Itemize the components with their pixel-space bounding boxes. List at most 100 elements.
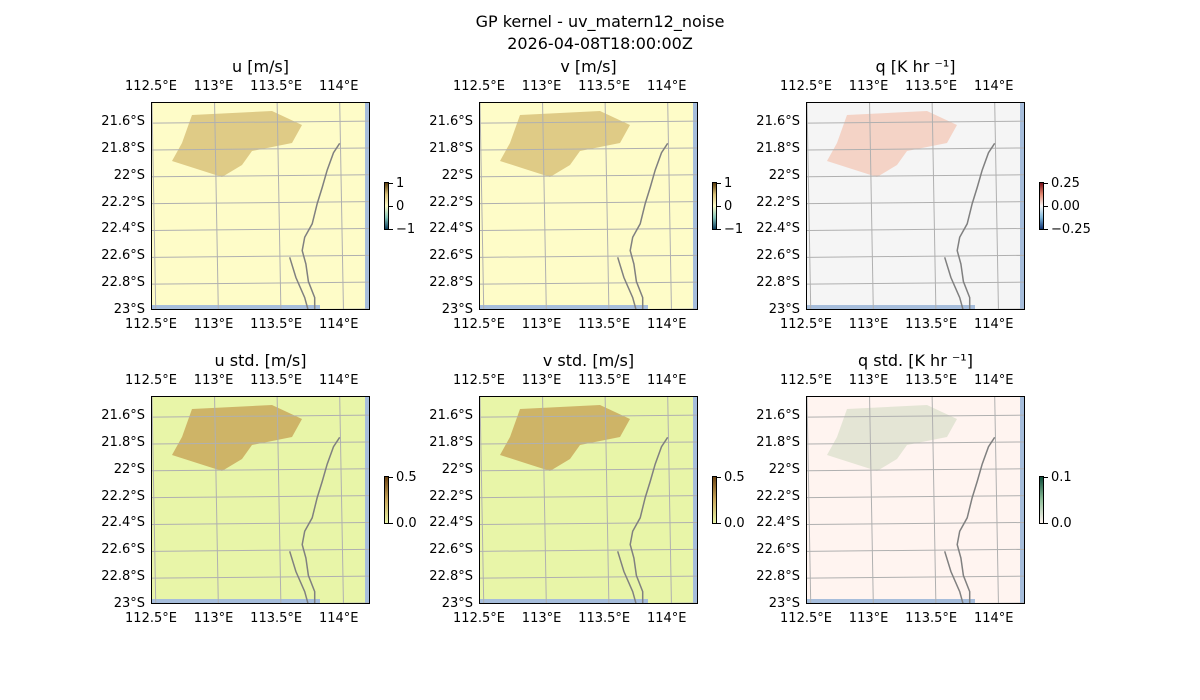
gridline-lon [931, 397, 937, 603]
lon-label-top: 113°E [848, 373, 889, 388]
gridline-lon [807, 103, 812, 309]
lon-label-top: 113°E [193, 373, 234, 388]
lon-label-bottom: 113.5°E [578, 611, 631, 626]
coastline [629, 436, 669, 603]
map-panel-q [806, 102, 1025, 310]
map-panel-q_std [806, 396, 1025, 604]
map-canvas-u_std [152, 397, 369, 603]
panel-title-v: v [m/s] [560, 57, 617, 76]
lon-label-bottom: 114°E [973, 317, 1014, 332]
gridline-lat [807, 468, 1024, 472]
colorbar-tick [389, 477, 393, 478]
sea-edge [365, 103, 369, 309]
sea-edge [693, 397, 697, 603]
panel-title-u_std: u std. [m/s] [214, 351, 307, 370]
colorbar-tick [717, 206, 721, 207]
coastline [301, 142, 341, 309]
gridline-lon [152, 103, 157, 309]
field-anomaly-v [500, 111, 630, 177]
map-canvas-q_std [807, 397, 1024, 603]
lat-label: 22.8°S [756, 275, 800, 291]
lat-label: 22°S [441, 167, 473, 183]
lon-label-top: 113.5°E [250, 373, 303, 388]
sea-edge [365, 397, 369, 603]
field-anomaly-u [172, 111, 302, 177]
gridline-lat [152, 147, 369, 151]
gridline-lat [152, 254, 369, 258]
colorbar-label: 0 [396, 199, 405, 214]
lon-label-bottom: 113°E [521, 611, 562, 626]
lat-label: 22.8°S [101, 275, 145, 291]
lat-label: 21.6°S [756, 408, 800, 424]
lon-label-bottom: 113.5°E [905, 317, 958, 332]
lon-label-bottom: 112.5°E [780, 611, 832, 626]
gridline-lon [214, 397, 219, 603]
colorbar-label: −1 [724, 222, 744, 237]
gridline-lon [869, 103, 874, 309]
lon-label-bottom: 112.5°E [125, 317, 177, 332]
colorbar-label: 0.0 [396, 516, 417, 531]
colorbar-label: 0 [724, 199, 733, 214]
gridline-lat [152, 174, 369, 178]
lon-label-bottom: 113°E [193, 317, 234, 332]
coastline [301, 436, 341, 603]
lat-label: 23°S [441, 302, 473, 317]
lon-label-bottom: 113.5°E [250, 317, 303, 332]
gridline-lat [152, 521, 369, 525]
lon-label-bottom: 112.5°E [453, 317, 505, 332]
lat-label: 22.8°S [756, 569, 800, 585]
lat-label: 23°S [768, 302, 800, 317]
lat-label: 22.2°S [429, 194, 473, 210]
lat-label: 22.2°S [429, 488, 473, 504]
gridline-lon [931, 103, 937, 309]
lat-label: 22°S [768, 461, 800, 477]
colorbar-tick [1044, 523, 1048, 524]
gridline-lat [480, 468, 697, 472]
colorbar-tick [1044, 229, 1048, 230]
lon-label-bottom: 113°E [848, 317, 889, 332]
lat-label: 22.6°S [101, 248, 145, 264]
sea-edge [1020, 103, 1024, 309]
gridline-lat [480, 575, 697, 579]
gridline-lon [994, 397, 999, 603]
lat-label: 22.2°S [756, 488, 800, 504]
lat-label: 22.4°S [429, 515, 473, 531]
lat-label: 22.4°S [101, 515, 145, 531]
gridline-lat [152, 495, 369, 499]
map-canvas-v [480, 103, 697, 309]
gridline-lat [807, 227, 1024, 231]
lon-label-bottom: 114°E [318, 611, 359, 626]
lon-label-bottom: 114°E [318, 317, 359, 332]
lat-label: 21.8°S [756, 434, 800, 450]
lon-label-top: 114°E [318, 373, 359, 388]
lon-label-bottom: 113°E [193, 611, 234, 626]
gridline-lat [970, 602, 1024, 603]
lat-label: 22.2°S [756, 194, 800, 210]
lon-label-bottom: 112.5°E [125, 611, 177, 626]
lat-label: 21.8°S [429, 140, 473, 156]
lon-label-top: 112.5°E [125, 79, 177, 94]
colorbar-tick [1044, 206, 1048, 207]
lat-label: 21.6°S [429, 408, 473, 424]
gridline-lat [152, 575, 369, 579]
map-panel-u_std [151, 396, 370, 604]
colorbar-label: −1 [396, 222, 416, 237]
lat-label: 21.6°S [429, 114, 473, 130]
colorbar-label: 0.5 [724, 470, 745, 485]
lat-label: 22.8°S [429, 275, 473, 291]
coastline [616, 257, 637, 309]
panel-title-q: q [K hr ⁻¹] [875, 57, 956, 76]
lon-label-top: 112.5°E [125, 373, 177, 388]
figure-timestamp: 2026-04-08T18:00:00Z [507, 34, 693, 53]
lon-label-top: 113.5°E [905, 373, 958, 388]
colorbar-label: 0.1 [1051, 470, 1072, 485]
sea-edge [480, 599, 648, 603]
gridline-lat [480, 548, 697, 552]
gridline-lon [480, 397, 485, 603]
lat-label: 22.6°S [756, 248, 800, 264]
lat-label: 22.6°S [429, 542, 473, 558]
colorbar-tick [389, 206, 393, 207]
lat-label: 21.6°S [101, 408, 145, 424]
colorbar-label: 0.0 [1051, 516, 1072, 531]
lon-label-top: 114°E [973, 373, 1014, 388]
